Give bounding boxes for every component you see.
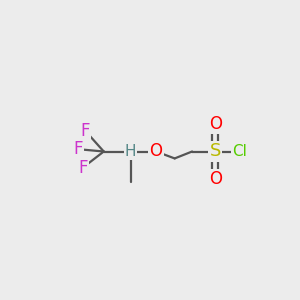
Text: F: F [78, 159, 88, 177]
Text: S: S [210, 142, 221, 160]
Text: O: O [209, 170, 222, 188]
Text: F: F [80, 122, 90, 140]
Text: O: O [150, 142, 163, 160]
Text: H: H [125, 144, 136, 159]
Text: Cl: Cl [232, 144, 247, 159]
Text: F: F [74, 140, 83, 158]
Text: O: O [209, 115, 222, 133]
